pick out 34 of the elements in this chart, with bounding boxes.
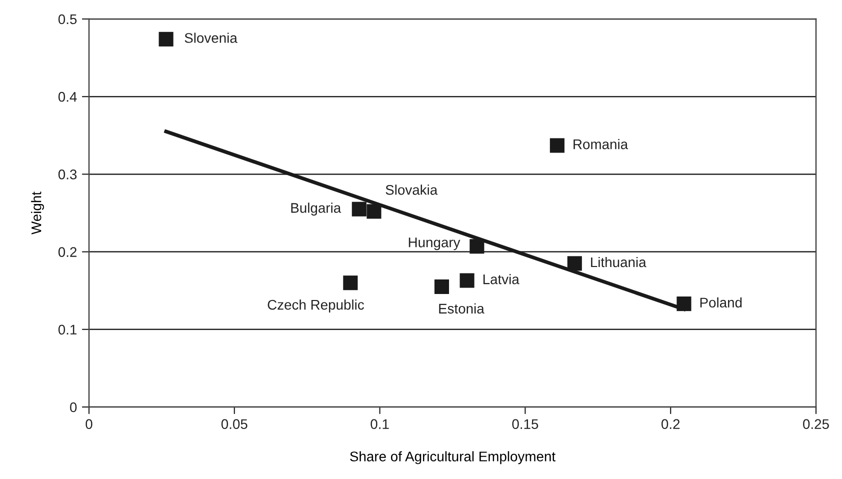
annotation: Slovakia	[386, 184, 438, 195]
point	[550, 138, 564, 153]
y-tick-label: 0.2	[58, 247, 76, 257]
x-axis-title: Share of Agricultural Employment	[350, 451, 556, 464]
annotation: Romania	[574, 139, 628, 150]
point	[460, 273, 474, 288]
y-tick-label: 0	[70, 402, 77, 412]
point	[567, 256, 582, 271]
annotation: Poland	[700, 297, 742, 308]
annotation: Latvia	[483, 274, 520, 284]
x-tick-label: 0.1	[370, 419, 389, 430]
annotation: Bulgaria	[291, 202, 342, 216]
point	[470, 239, 484, 254]
x-tick-label: 0.25	[803, 419, 829, 430]
x-tick-label: 0.05	[221, 419, 248, 430]
y-tick-label: 0.5	[58, 14, 77, 24]
point	[434, 279, 450, 294]
y-tick-label: 0.1	[58, 324, 77, 335]
annotation: Hungary	[408, 238, 460, 250]
x-tick-label: 0.2	[661, 419, 680, 430]
point	[366, 204, 382, 219]
annotation: Czech Republic	[268, 300, 364, 312]
point	[352, 202, 366, 216]
x-tick-label: 0	[86, 419, 92, 430]
point	[343, 276, 358, 290]
annotation: Estonia	[439, 303, 484, 314]
y-axis-title: Weight	[31, 192, 44, 234]
x-tick-label: 0.15	[512, 419, 538, 430]
point	[158, 32, 174, 46]
point	[676, 296, 692, 312]
annotation: Lithuania	[591, 256, 646, 268]
y-tick-label: 0.3	[58, 170, 77, 180]
annotation: Slovenia	[184, 32, 238, 43]
y-tick-label: 0.4	[58, 92, 77, 102]
